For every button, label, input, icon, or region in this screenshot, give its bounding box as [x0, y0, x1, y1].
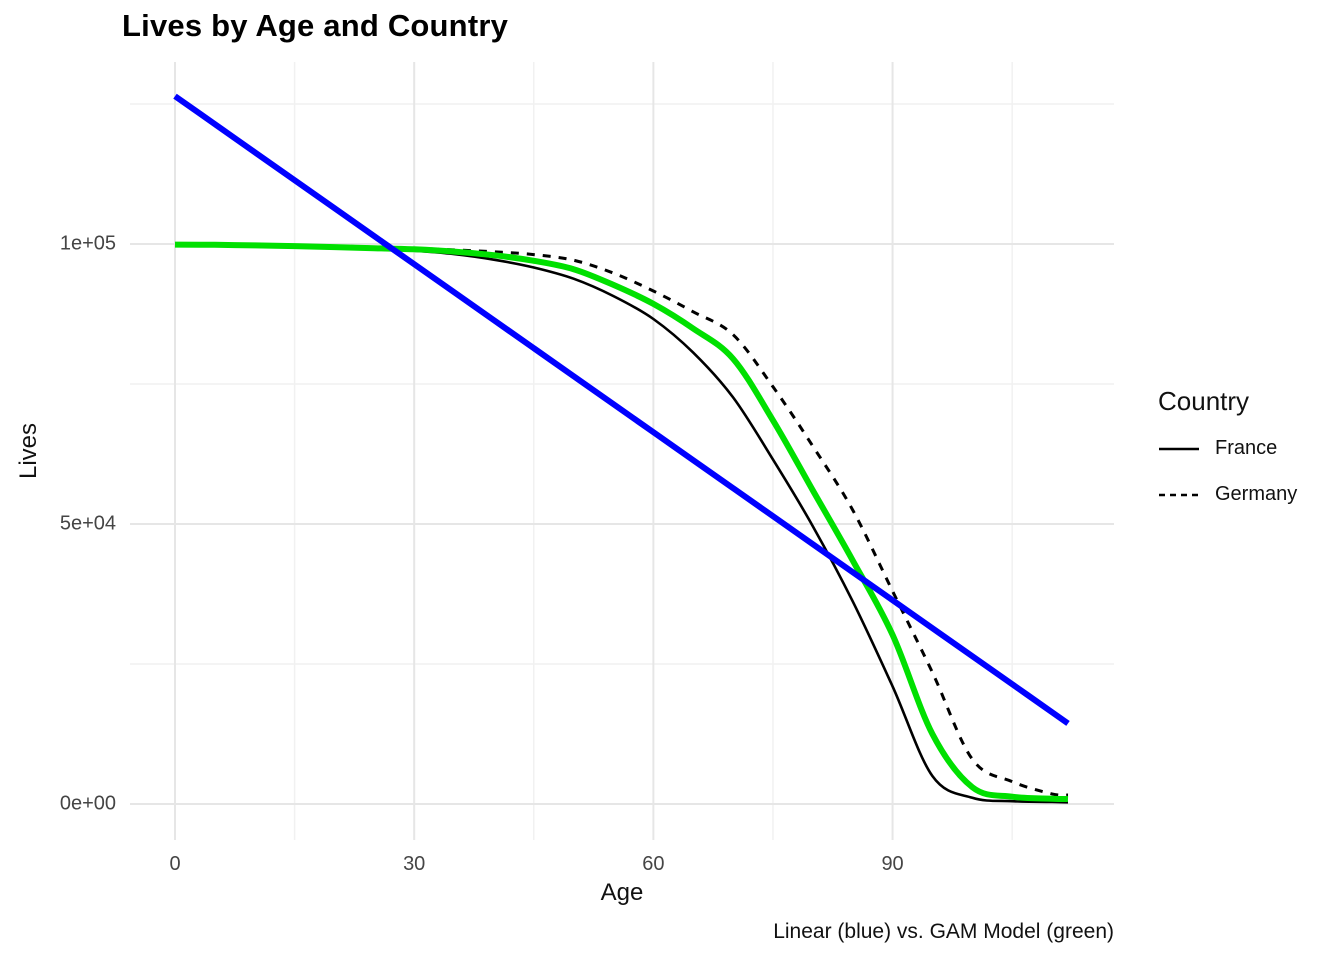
legend-label: France	[1215, 437, 1278, 459]
legend-item-france: France	[1158, 432, 1297, 465]
x-tick-label: 90	[881, 853, 904, 875]
y-tick-label: 1e+05	[59, 232, 116, 255]
x-tick-label: 60	[642, 853, 665, 875]
series-line-germany	[174, 242, 1069, 797]
chart-caption: Linear (blue) vs. GAM Model (green)	[773, 920, 1114, 943]
x-tick-label: 0	[169, 853, 181, 875]
legend-item-germany: Germany	[1158, 478, 1297, 511]
chart-title: Lives by Age and Country	[122, 8, 509, 43]
legend-label: Germany	[1215, 483, 1298, 505]
dashed-line-key-icon	[1159, 493, 1199, 496]
legend: Country France Germany	[1158, 383, 1297, 511]
x-axis-title: Age	[600, 879, 644, 906]
series-line-linear-model	[173, 93, 1070, 726]
y-tick-label: 0e+00	[59, 792, 116, 815]
solid-line-key-icon	[1159, 447, 1199, 450]
y-axis-title: Lives	[15, 422, 42, 480]
series-line-gam-model	[174, 241, 1069, 802]
x-tick-label: 30	[403, 853, 426, 875]
legend-title: Country	[1158, 386, 1250, 416]
y-tick-label: 5e+04	[59, 512, 116, 535]
